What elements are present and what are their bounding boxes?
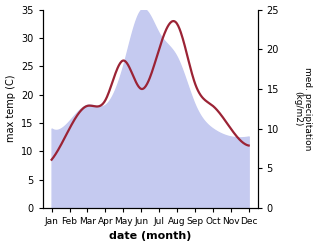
- Y-axis label: max temp (C): max temp (C): [5, 75, 16, 143]
- Y-axis label: med. precipitation
(kg/m2): med. precipitation (kg/m2): [293, 67, 313, 150]
- X-axis label: date (month): date (month): [109, 231, 191, 242]
